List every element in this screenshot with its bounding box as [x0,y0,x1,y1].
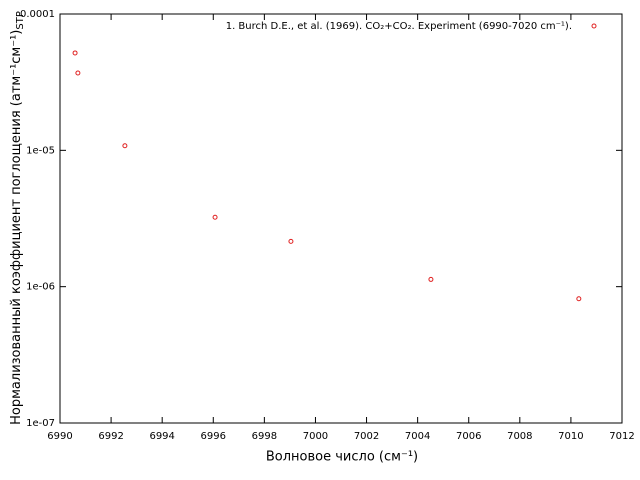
x-tick-label: 6990 [47,431,72,442]
x-tick-label: 7010 [558,431,583,442]
x-tick-label: 7004 [405,431,430,442]
point [75,70,81,76]
x-axis-label: Волновое число (см⁻¹) [266,450,418,465]
x-tick-label: 6992 [98,431,123,442]
y-axis-label-subscript: STP [15,11,26,30]
point [288,238,294,244]
x-tick-label: 6994 [149,431,174,442]
point [428,276,434,282]
y-tick-label: 0.0001 [20,9,55,20]
y-axis-label: Нормализованный коэффициент поглощения (… [9,11,27,425]
x-tick-label: 7000 [303,431,328,442]
x-tick-label: 6996 [201,431,226,442]
legend-marker [591,23,597,29]
point [576,296,582,302]
point [122,143,128,149]
y-axis-label-main: Нормализованный коэффициент поглощения (… [9,30,24,425]
y-tick-label: 1e-07 [26,418,55,429]
x-tick-label: 7008 [507,431,532,442]
y-tick-label: 1e-06 [26,282,55,293]
plot-border [59,13,623,424]
point [212,214,218,220]
x-tick-label: 7012 [609,431,634,442]
x-tick-label: 7006 [456,431,481,442]
x-tick-label: 6998 [252,431,277,442]
point [72,50,78,56]
y-tick-label: 1e-05 [26,145,55,156]
legend-label: 1. Burch D.E., et al. (1969). CO₂+CO₂. E… [226,21,572,32]
x-tick-label: 7002 [354,431,379,442]
